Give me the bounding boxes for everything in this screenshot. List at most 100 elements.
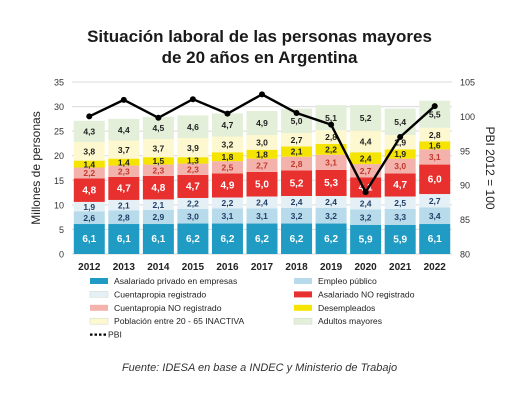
bar-segment <box>211 161 243 174</box>
bar-segment <box>350 105 382 131</box>
bar-value-label: 5,3 <box>324 178 338 189</box>
bar-value-label: 2,8 <box>118 212 130 222</box>
legend-swatch <box>90 304 108 311</box>
bar-value-label: 4,7 <box>186 182 200 193</box>
bar-segment <box>350 197 382 210</box>
bar-value-label: 2,8 <box>325 132 337 142</box>
stacked-bar-chart: 6,12,61,94,82,21,43,84,36,12,82,14,72,31… <box>29 78 497 340</box>
y2-tick-label: 100 <box>460 112 475 122</box>
bar-segment <box>73 160 105 168</box>
bar-value-label: 4,1 <box>359 183 373 194</box>
legend-label: Población entre 20 - 65 INACTIVA <box>114 316 245 326</box>
source-note: Fuente: IDESA en base a INDEC y Minister… <box>121 362 398 374</box>
bar-value-label: 1,9 <box>83 202 95 212</box>
bar-segment <box>281 196 313 208</box>
x-tick-label: 2020 <box>355 262 378 273</box>
bar-segment <box>281 223 313 254</box>
legend-swatch <box>293 317 313 325</box>
bar-value-label: 2,7 <box>429 196 441 206</box>
bar-value-label: 6,1 <box>428 234 442 245</box>
pbi-point <box>293 109 300 116</box>
bar-segment <box>419 224 451 254</box>
legend-swatch <box>89 291 109 298</box>
legend-label: Adultos mayores <box>318 316 382 326</box>
bar-segment <box>108 224 140 254</box>
bar-value-label: 4,9 <box>256 118 268 128</box>
bar-segment <box>177 223 209 254</box>
bar-segment <box>177 174 209 198</box>
bar-value-label: 5,5 <box>429 109 441 119</box>
bar-segment <box>281 133 313 147</box>
bar-segment <box>315 143 347 155</box>
bar-value-label: 3,2 <box>291 211 303 221</box>
chart-title: Situación laboral de las personas mayore… <box>0 26 519 68</box>
bar-value-label: 1,3 <box>187 156 199 166</box>
y-tick-label: 0 <box>59 250 64 260</box>
bar-value-label: 2,1 <box>118 200 130 210</box>
bar-value-label: 5,2 <box>290 178 304 189</box>
bar-segment <box>315 154 347 170</box>
bar-value-label: 2,6 <box>83 213 95 223</box>
x-tick-label: 2021 <box>389 262 412 273</box>
bar-segment <box>211 113 243 137</box>
bar-value-label: 2,5 <box>394 198 406 208</box>
bar-value-label: 2,4 <box>291 197 303 207</box>
x-tick-label: 2015 <box>182 262 205 273</box>
y-tick-label: 10 <box>54 200 64 210</box>
bar-segment <box>73 120 105 142</box>
bar-value-label: 1,8 <box>256 149 268 159</box>
bar-segment <box>384 149 416 159</box>
bar-value-label: 2,4 <box>325 197 337 207</box>
bar-segment <box>211 208 243 224</box>
legend-label: Desempleados <box>318 303 375 313</box>
y-tick-label: 25 <box>54 127 64 137</box>
bar-segment <box>108 118 140 141</box>
bar-value-label: 3,1 <box>222 211 234 221</box>
legend-label: Cuentapropia NO registrado <box>114 303 222 313</box>
y-tick-label: 15 <box>54 176 64 186</box>
pbi-point <box>189 96 196 103</box>
bar-segment <box>177 208 209 224</box>
bar-value-label: 3,0 <box>394 161 406 171</box>
bar-segment <box>419 194 451 208</box>
bar-value-label: 2,4 <box>360 199 372 209</box>
bar-segment <box>177 157 209 164</box>
legend-swatch <box>90 278 108 284</box>
bar-value-label: 5,2 <box>360 113 372 123</box>
bar-segment <box>142 157 174 165</box>
bar-value-label: 3,2 <box>325 211 337 221</box>
bar-value-label: 3,2 <box>222 140 234 150</box>
legend-swatch <box>294 291 312 298</box>
bar-segment <box>350 209 382 226</box>
bar-segment <box>315 223 347 254</box>
bar-segment <box>142 224 174 254</box>
bar-value-label: 4,8 <box>82 185 96 196</box>
y2-tick-label: 80 <box>460 250 470 260</box>
pbi-point <box>431 103 438 110</box>
bar-segment <box>73 211 105 225</box>
bar-value-label: 2,9 <box>152 212 164 222</box>
bar-segment <box>211 223 243 254</box>
legend-label: Cuentapropia registrado <box>114 289 206 299</box>
bar-segment <box>211 197 243 209</box>
bar-segment <box>108 165 140 177</box>
bar-segment <box>142 199 174 210</box>
bar-value-label: 4,4 <box>118 125 130 135</box>
bar-value-label: 3,1 <box>325 158 337 168</box>
x-tick-label: 2018 <box>285 262 308 273</box>
bar-segment <box>384 225 416 254</box>
axes-layer: 0 5 10 15 20 25 30 35 80 85 90 95 100 105 Millones de … <box>29 78 497 274</box>
pbi-point <box>86 113 93 120</box>
bar-value-label: 4,8 <box>151 183 165 194</box>
bar-value-label: 6,2 <box>221 234 235 245</box>
bar-value-label: 3,7 <box>152 143 164 153</box>
y2-tick-label: 105 <box>460 78 475 88</box>
bar-value-label: 6,2 <box>186 234 200 245</box>
bar-value-label: 5,9 <box>393 235 407 246</box>
bar-segment <box>315 196 347 208</box>
bar-value-label: 3,9 <box>187 143 199 153</box>
y2-tick-label: 90 <box>460 181 470 191</box>
bar-value-label: 2,7 <box>256 160 268 170</box>
bar-segment <box>108 210 140 225</box>
pbi-point <box>120 96 127 103</box>
